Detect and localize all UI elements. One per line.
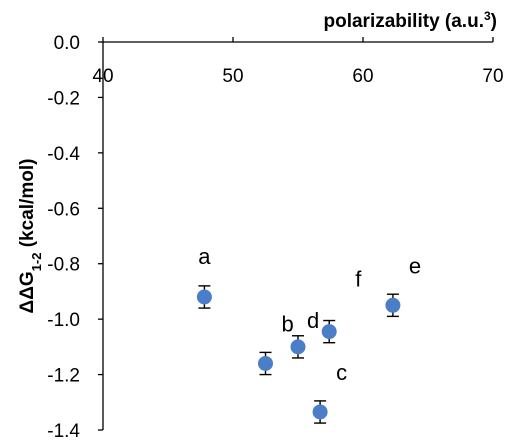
data-point-e xyxy=(385,297,401,313)
point-labels: a b c d e f xyxy=(198,244,421,385)
y-tick-label: -0.6 xyxy=(47,199,80,220)
data-point-c xyxy=(312,404,328,420)
data-label-e: e xyxy=(409,253,421,278)
y-axis-title-prefix: ΔΔG xyxy=(17,271,38,313)
x-axis-title-sup: 3 xyxy=(484,9,491,23)
data-point-f xyxy=(321,324,337,340)
y-tick-label: -0.2 xyxy=(47,88,80,109)
x-axis-title-main: polarizability (a.u. xyxy=(324,11,484,32)
data-point-d xyxy=(290,339,306,355)
y-tick-label: -0.8 xyxy=(47,255,80,276)
y-tick-label: 0.0 xyxy=(54,33,80,54)
data-label-a: a xyxy=(198,244,211,269)
x-tick-label: 40 xyxy=(92,66,113,87)
x-tick-label: 60 xyxy=(352,66,373,87)
data-point-a xyxy=(196,289,212,305)
data-point-b xyxy=(258,355,273,371)
data-label-f: f xyxy=(355,267,362,292)
y-tick-label: -1.4 xyxy=(47,421,80,439)
error-bars xyxy=(198,285,399,424)
y-tick-label: -1.0 xyxy=(47,310,80,331)
y-axis-title-sub: 1-2 xyxy=(29,253,44,272)
data-label-c: c xyxy=(336,360,347,385)
x-axis-title: polarizability (a.u.3) xyxy=(324,9,498,32)
data-label-d: d xyxy=(307,308,319,333)
axes: 40 50 60 70 0.0 -0.2 -0.4 -0.6 -0.8 -1.0 -1.2 -1.4 xyxy=(47,33,503,442)
y-axis-title: ΔΔG1-2 (kcal/mol) xyxy=(17,159,44,314)
y-tick-label: -0.4 xyxy=(47,144,80,165)
x-tick-label: 70 xyxy=(482,66,503,87)
x-axis-title-close: ) xyxy=(491,11,497,32)
y-tick-label: -1.2 xyxy=(47,366,80,387)
x-tick-label: 50 xyxy=(222,66,243,87)
data-label-b: b xyxy=(282,311,294,336)
y-axis-title-suffix: (kcal/mol) xyxy=(17,159,38,253)
data-points xyxy=(196,289,401,420)
